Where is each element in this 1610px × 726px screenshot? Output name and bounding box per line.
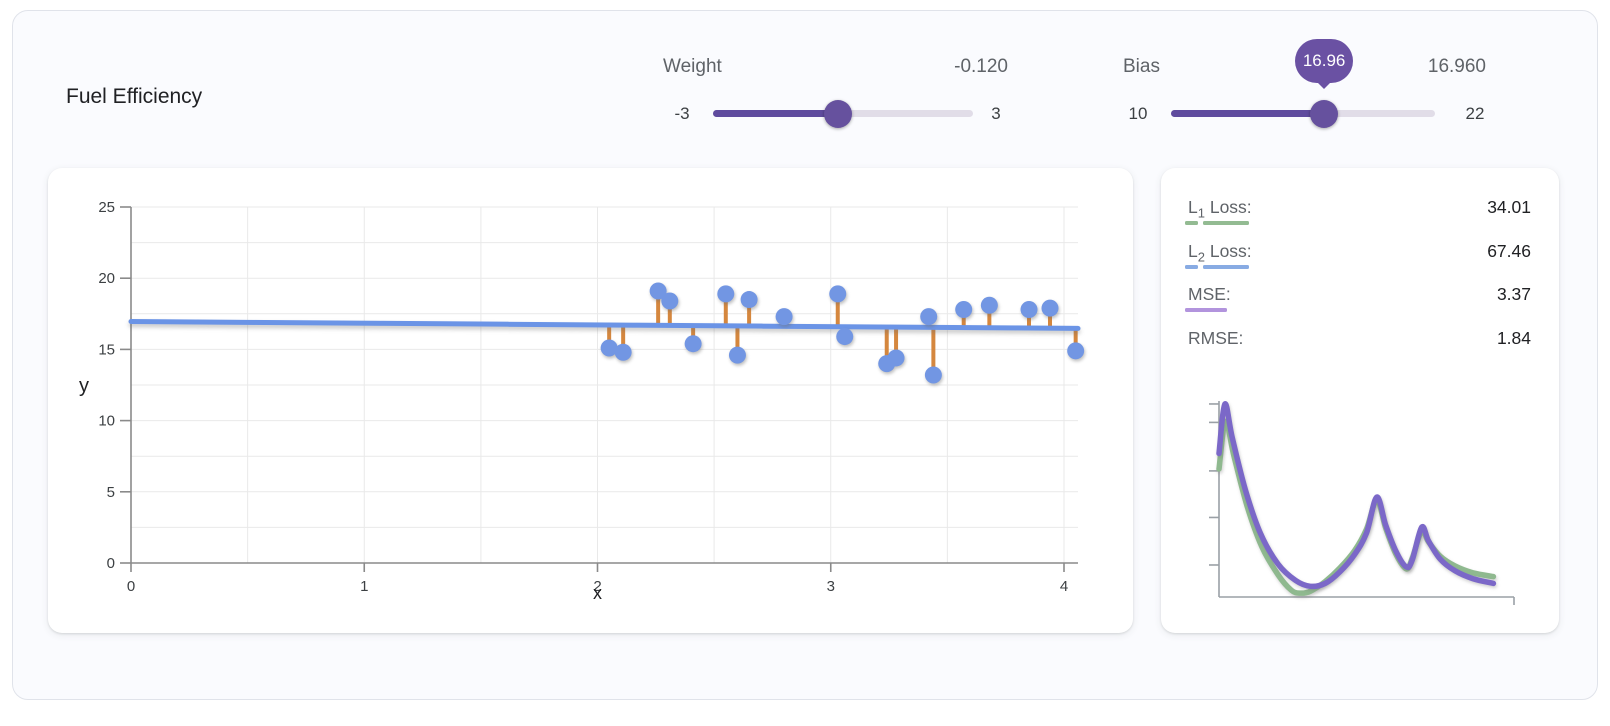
svg-text:1: 1 [360, 578, 368, 595]
loss-history-chart [1209, 401, 1515, 605]
svg-text:0: 0 [107, 555, 115, 572]
svg-text:3: 3 [827, 578, 835, 595]
weight-label: Weight [663, 56, 722, 77]
bias-label: Bias [1123, 56, 1160, 77]
bias-slider-fill [1171, 110, 1325, 117]
svg-text:x: x [593, 583, 602, 603]
metric-legend-underline [1203, 264, 1249, 269]
svg-text:5: 5 [107, 484, 115, 501]
metric-label: MSE: [1188, 284, 1231, 304]
app-container: Fuel Efficiency Weight -0.120 -3 3 Bias … [12, 10, 1598, 700]
model-chart: 0 5 10 15 20 25 0 1 2 3 4 y x [79, 199, 1085, 603]
page-title: Fuel Efficiency [66, 85, 203, 108]
metric-legend-underline [1185, 221, 1198, 225]
svg-text:4: 4 [1060, 578, 1068, 595]
svg-text:10: 10 [98, 413, 115, 430]
svg-text:0: 0 [127, 578, 135, 595]
weight-value: -0.120 [954, 56, 1008, 77]
svg-text:15: 15 [98, 341, 115, 358]
bias-slider[interactable] [1171, 99, 1435, 128]
loss-panel-card: L1 Loss: 34.01 L2 Loss: 67.46 MSE: 3.37 RMSE: 1… [1161, 168, 1559, 633]
weight-max-label: 3 [991, 104, 1001, 123]
bias-value: 16.960 [1427, 56, 1486, 77]
metric-row: MSE: 3.37 [1185, 284, 1531, 314]
bias-value-tooltip: 16.96 [1295, 39, 1354, 83]
metric-label: RMSE: [1188, 327, 1244, 348]
bias-max-label: 22 [1465, 104, 1485, 123]
weight-min-label: -3 [674, 104, 690, 123]
weight-slider-group: Weight -0.120 -3 3 [663, 56, 1008, 138]
model-chart-card: 0 5 10 15 20 25 0 1 2 3 4 y x [48, 168, 1133, 633]
bias-slider-thumb[interactable] [1310, 99, 1339, 128]
metric-row: L1 Loss: 34.01 [1185, 197, 1531, 227]
metric-value: 34.01 [1487, 197, 1531, 217]
svg-text:y: y [79, 375, 89, 397]
svg-text:20: 20 [98, 270, 115, 287]
svg-text:25: 25 [98, 199, 115, 216]
metric-row: L2 Loss: 67.46 [1185, 240, 1531, 271]
weight-slider-thumb[interactable] [823, 99, 852, 128]
metric-legend-underline [1185, 264, 1198, 269]
metric-legend-underline [1203, 221, 1249, 225]
metric-value: 3.37 [1496, 284, 1531, 304]
metric-value: 1.84 [1496, 327, 1531, 348]
weight-slider[interactable] [713, 99, 973, 128]
weight-slider-fill [713, 110, 838, 117]
svg-text:2: 2 [593, 578, 601, 595]
metric-legend-underline [1185, 308, 1227, 312]
metric-value: 67.46 [1487, 240, 1531, 261]
metric-row: RMSE: 1.84 [1188, 328, 1531, 358]
metric-label: L2 Loss: [1188, 240, 1252, 265]
bias-slider-group: Bias 16.960 10 22 16.96 [1123, 39, 1486, 138]
bias-min-label: 10 [1128, 104, 1148, 123]
metric-label: L1 Loss: [1188, 197, 1252, 221]
